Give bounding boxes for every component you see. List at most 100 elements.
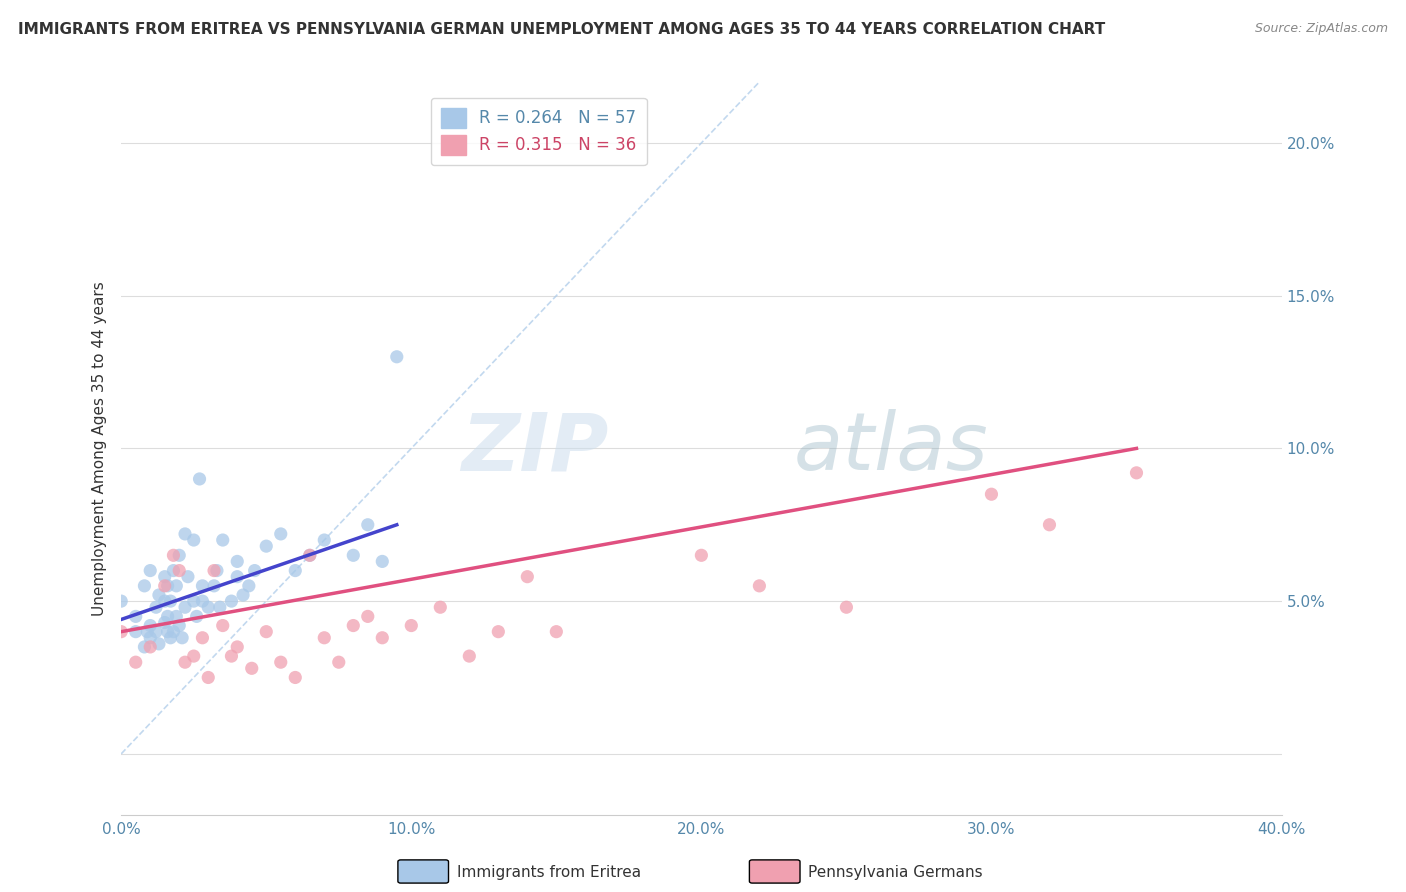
Point — [136, 624, 159, 639]
Point — [226, 570, 249, 584]
Point — [314, 533, 336, 547]
Point — [162, 564, 184, 578]
Point — [125, 609, 148, 624]
Point — [191, 631, 214, 645]
Point — [240, 661, 263, 675]
Point — [205, 564, 228, 578]
Point — [125, 655, 148, 669]
Point — [546, 624, 568, 639]
Point — [211, 618, 233, 632]
Point — [153, 570, 176, 584]
Point — [197, 671, 219, 685]
Point — [167, 549, 190, 563]
Point — [342, 549, 364, 563]
Point — [159, 631, 181, 645]
Point — [458, 649, 481, 664]
Point — [243, 564, 266, 578]
Point — [980, 487, 1002, 501]
Point — [221, 649, 243, 664]
Point — [516, 570, 538, 584]
Point — [110, 594, 132, 608]
Legend: R = 0.264   N = 57, R = 0.315   N = 36: R = 0.264 N = 57, R = 0.315 N = 36 — [432, 97, 647, 165]
Point — [153, 615, 176, 630]
Point — [1038, 517, 1060, 532]
Point — [748, 579, 770, 593]
Point — [167, 618, 190, 632]
Point — [145, 600, 167, 615]
Point — [314, 631, 336, 645]
Point — [226, 554, 249, 568]
Point — [342, 618, 364, 632]
Point — [162, 549, 184, 563]
Point — [270, 527, 292, 541]
Point — [139, 640, 162, 654]
Point — [110, 624, 132, 639]
Point — [835, 600, 858, 615]
Point — [202, 564, 225, 578]
Point — [221, 594, 243, 608]
Text: atlas: atlas — [794, 409, 988, 487]
Point — [148, 637, 170, 651]
Point — [270, 655, 292, 669]
Point — [690, 549, 713, 563]
Point — [125, 624, 148, 639]
Point — [1125, 466, 1147, 480]
Point — [134, 640, 156, 654]
Point — [284, 564, 307, 578]
Point — [159, 594, 181, 608]
Point — [298, 549, 321, 563]
Point — [167, 564, 190, 578]
Point — [188, 472, 211, 486]
Point — [174, 600, 197, 615]
Point — [174, 527, 197, 541]
Point — [183, 649, 205, 664]
Point — [145, 624, 167, 639]
Point — [371, 554, 394, 568]
Text: Source: ZipAtlas.com: Source: ZipAtlas.com — [1254, 22, 1388, 36]
Point — [139, 564, 162, 578]
Point — [162, 624, 184, 639]
Text: Immigrants from Eritrea: Immigrants from Eritrea — [457, 865, 641, 880]
Point — [183, 594, 205, 608]
Point — [174, 655, 197, 669]
Point — [172, 631, 194, 645]
Point — [208, 600, 231, 615]
Point — [148, 588, 170, 602]
Point — [385, 350, 408, 364]
Point — [191, 594, 214, 608]
Point — [254, 539, 277, 553]
Point — [284, 671, 307, 685]
Point — [156, 609, 179, 624]
Point — [191, 579, 214, 593]
Point — [357, 517, 380, 532]
Point — [486, 624, 509, 639]
Point — [328, 655, 350, 669]
Point — [401, 618, 423, 632]
Text: IMMIGRANTS FROM ERITREA VS PENNSYLVANIA GERMAN UNEMPLOYMENT AMONG AGES 35 TO 44 : IMMIGRANTS FROM ERITREA VS PENNSYLVANIA … — [18, 22, 1105, 37]
Point — [139, 618, 162, 632]
Point — [134, 579, 156, 593]
Point — [238, 579, 260, 593]
Point — [153, 594, 176, 608]
Point — [156, 579, 179, 593]
Y-axis label: Unemployment Among Ages 35 to 44 years: Unemployment Among Ages 35 to 44 years — [93, 281, 107, 615]
Point — [197, 600, 219, 615]
Point — [232, 588, 254, 602]
Text: ZIP: ZIP — [461, 409, 609, 487]
Point — [165, 579, 187, 593]
Point — [165, 609, 187, 624]
Point — [429, 600, 451, 615]
Point — [211, 533, 233, 547]
Point — [139, 631, 162, 645]
Point — [177, 570, 200, 584]
Text: Pennsylvania Germans: Pennsylvania Germans — [808, 865, 983, 880]
Point — [202, 579, 225, 593]
Point — [156, 624, 179, 639]
Point — [298, 549, 321, 563]
Point — [186, 609, 208, 624]
Point — [357, 609, 380, 624]
Point — [254, 624, 277, 639]
Point — [183, 533, 205, 547]
Point — [371, 631, 394, 645]
Point — [226, 640, 249, 654]
